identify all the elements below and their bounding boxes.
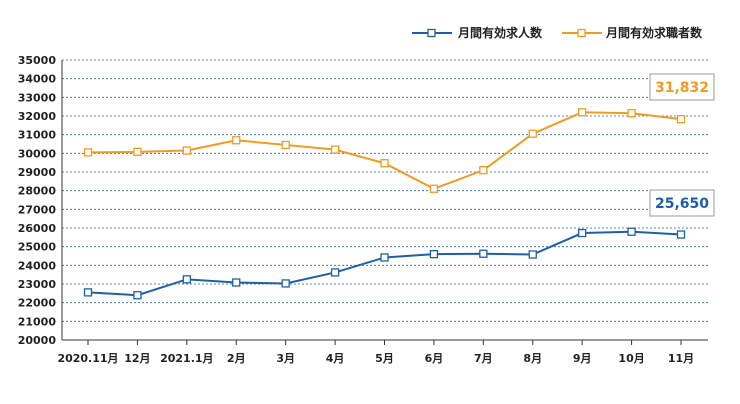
y-tick-label: 35000 — [18, 54, 57, 67]
y-tick-label: 33000 — [18, 91, 57, 104]
y-tick-label: 23000 — [18, 278, 57, 291]
data-point — [429, 249, 439, 259]
data-point — [578, 228, 587, 238]
data-point — [330, 145, 340, 154]
y-tick-label: 28000 — [18, 185, 57, 198]
y-tick-label: 21000 — [18, 315, 57, 328]
series-line — [87, 111, 682, 190]
data-point — [429, 184, 439, 193]
y-tick-label: 22000 — [18, 297, 57, 310]
series-line — [87, 230, 682, 297]
y-tick-label: 30000 — [18, 147, 57, 160]
legend: 月間有効求人数 月間有効求職者数 — [412, 25, 703, 40]
data-point — [528, 129, 537, 138]
data-point — [232, 136, 241, 145]
data-point — [676, 114, 686, 124]
data-point — [479, 249, 488, 258]
legend-label: 月間有効求人数 — [457, 25, 543, 40]
value-callout-label: 25,650 — [655, 196, 709, 212]
y-tick-label: 25000 — [18, 241, 57, 254]
x-tick-label: 12月 — [124, 352, 150, 365]
y-tick-label: 34000 — [18, 73, 57, 86]
x-tick-label: 3月 — [276, 352, 295, 365]
data-point — [133, 147, 142, 156]
data-point — [182, 146, 191, 155]
data-point — [627, 109, 636, 118]
data-point — [380, 159, 389, 168]
series-lines — [83, 108, 686, 300]
y-tick-label: 24000 — [18, 259, 57, 272]
data-point — [232, 278, 241, 287]
data-point — [676, 230, 686, 239]
x-tick-label: 9月 — [573, 352, 592, 365]
y-tick-label: 26000 — [18, 222, 57, 235]
x-tick-labels: 2020.11月 12月 2021.1月 2月 3月 4月 5月 6月 7月 8月 9月 10月 11月 — [57, 352, 694, 365]
y-tick-label: 27000 — [18, 203, 57, 216]
grid-lines — [62, 59, 708, 322]
legend-swatch-marker — [577, 28, 586, 38]
data-point — [627, 227, 636, 236]
data-point — [182, 275, 191, 284]
x-tick-label: 6月 — [425, 352, 444, 365]
legend-label: 月間有効求職者数 — [605, 25, 703, 40]
x-tick-label: 4月 — [326, 352, 345, 365]
data-point — [528, 250, 537, 259]
data-point — [479, 165, 488, 175]
data-point — [133, 291, 142, 300]
legend-swatch-marker — [427, 28, 436, 38]
y-tick-label: 32000 — [18, 110, 57, 123]
data-point — [330, 268, 340, 277]
y-tick-labels: 20000 21000 22000 23000 24000 25000 26000 27000… — [18, 54, 57, 347]
y-tick-label: 29000 — [18, 166, 57, 179]
x-tick-label: 7月 — [474, 352, 493, 365]
y-tick-label: 31000 — [18, 129, 57, 142]
data-point — [281, 279, 290, 288]
x-tick-label: 10月 — [618, 352, 644, 365]
x-tick-label: 2020.11月 — [57, 352, 118, 365]
x-tick-label: 2021.1月 — [160, 352, 213, 365]
data-point — [83, 288, 93, 297]
y-tick-label: 20000 — [18, 334, 57, 347]
value-callouts: 25,650 31,832 — [649, 73, 715, 217]
x-tick-label: 2月 — [227, 352, 246, 365]
data-point — [578, 108, 587, 117]
x-tick-label: 8月 — [523, 352, 542, 365]
data-point — [380, 253, 389, 262]
value-callout-box — [649, 189, 715, 217]
data-point — [83, 148, 93, 157]
x-tick-label: 5月 — [375, 352, 394, 365]
data-point — [281, 140, 290, 150]
value-callout-box — [649, 73, 715, 101]
value-callout-label: 31,832 — [655, 80, 709, 96]
x-tick-label: 11月 — [668, 352, 694, 365]
axes — [61, 60, 708, 345]
